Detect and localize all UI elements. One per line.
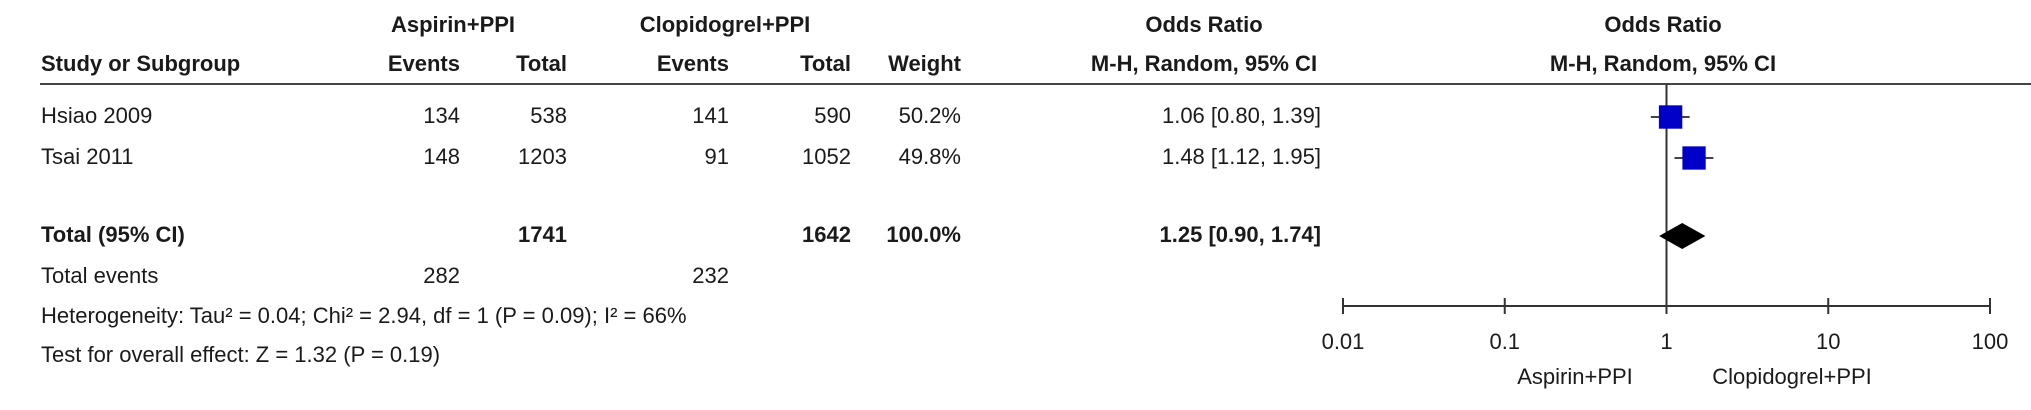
column-header: Total xyxy=(800,51,851,76)
total-b: 590 xyxy=(814,103,851,128)
total-events-a: 282 xyxy=(423,263,460,288)
x-tick-label: 0.1 xyxy=(1489,329,1520,354)
odds-ratio-ci: 1.06 [0.80, 1.39] xyxy=(1162,103,1321,128)
events-b: 141 xyxy=(692,103,729,128)
total-a: 538 xyxy=(530,103,567,128)
study-name: Tsai 2011 xyxy=(41,144,134,169)
x-tick-label: 0.01 xyxy=(1322,329,1365,354)
column-header: Weight xyxy=(888,51,962,76)
weight: 49.8% xyxy=(899,144,961,169)
x-tick-label: 10 xyxy=(1816,329,1840,354)
effect-square xyxy=(1682,146,1706,170)
column-header: Events xyxy=(657,51,729,76)
weight: 50.2% xyxy=(899,103,961,128)
group-header: Aspirin+PPI xyxy=(391,12,515,37)
total-odds-ratio: 1.25 [0.90, 1.74] xyxy=(1160,222,1321,247)
summary-diamond xyxy=(1659,223,1706,249)
group-header: Clopidogrel+PPI xyxy=(640,12,811,37)
column-header: M-H, Random, 95% CI xyxy=(1091,51,1317,76)
events-a: 134 xyxy=(423,103,460,128)
x-tick-label: 100 xyxy=(1972,329,2009,354)
group-header: Odds Ratio xyxy=(1604,12,1721,37)
group-header: Odds Ratio xyxy=(1145,12,1262,37)
column-header: Events xyxy=(388,51,460,76)
note: Test for overall effect: Z = 1.32 (P = 0… xyxy=(41,342,440,367)
study-name: Hsiao 2009 xyxy=(41,103,152,128)
events-a: 148 xyxy=(423,144,460,169)
total-b: 1642 xyxy=(802,222,851,247)
total-a: 1203 xyxy=(518,144,567,169)
column-header: M-H, Random, 95% CI xyxy=(1550,51,1776,76)
total-b: 1052 xyxy=(802,144,851,169)
axis-label-left: Aspirin+PPI xyxy=(1517,364,1633,389)
column-header: Study or Subgroup xyxy=(41,51,240,76)
total-weight: 100.0% xyxy=(886,222,961,247)
note: Heterogeneity: Tau² = 0.04; Chi² = 2.94,… xyxy=(41,303,687,328)
events-b: 91 xyxy=(705,144,729,169)
column-header: Total xyxy=(516,51,567,76)
total-a: 1741 xyxy=(518,222,567,247)
x-tick-label: 1 xyxy=(1660,329,1672,354)
odds-ratio-ci: 1.48 [1.12, 1.95] xyxy=(1162,144,1321,169)
effect-square xyxy=(1658,105,1683,129)
total-events-b: 232 xyxy=(692,263,729,288)
total-label: Total (95% CI) xyxy=(41,222,185,247)
total-events-label: Total events xyxy=(41,263,158,288)
axis-label-right: Clopidogrel+PPI xyxy=(1712,364,1872,389)
